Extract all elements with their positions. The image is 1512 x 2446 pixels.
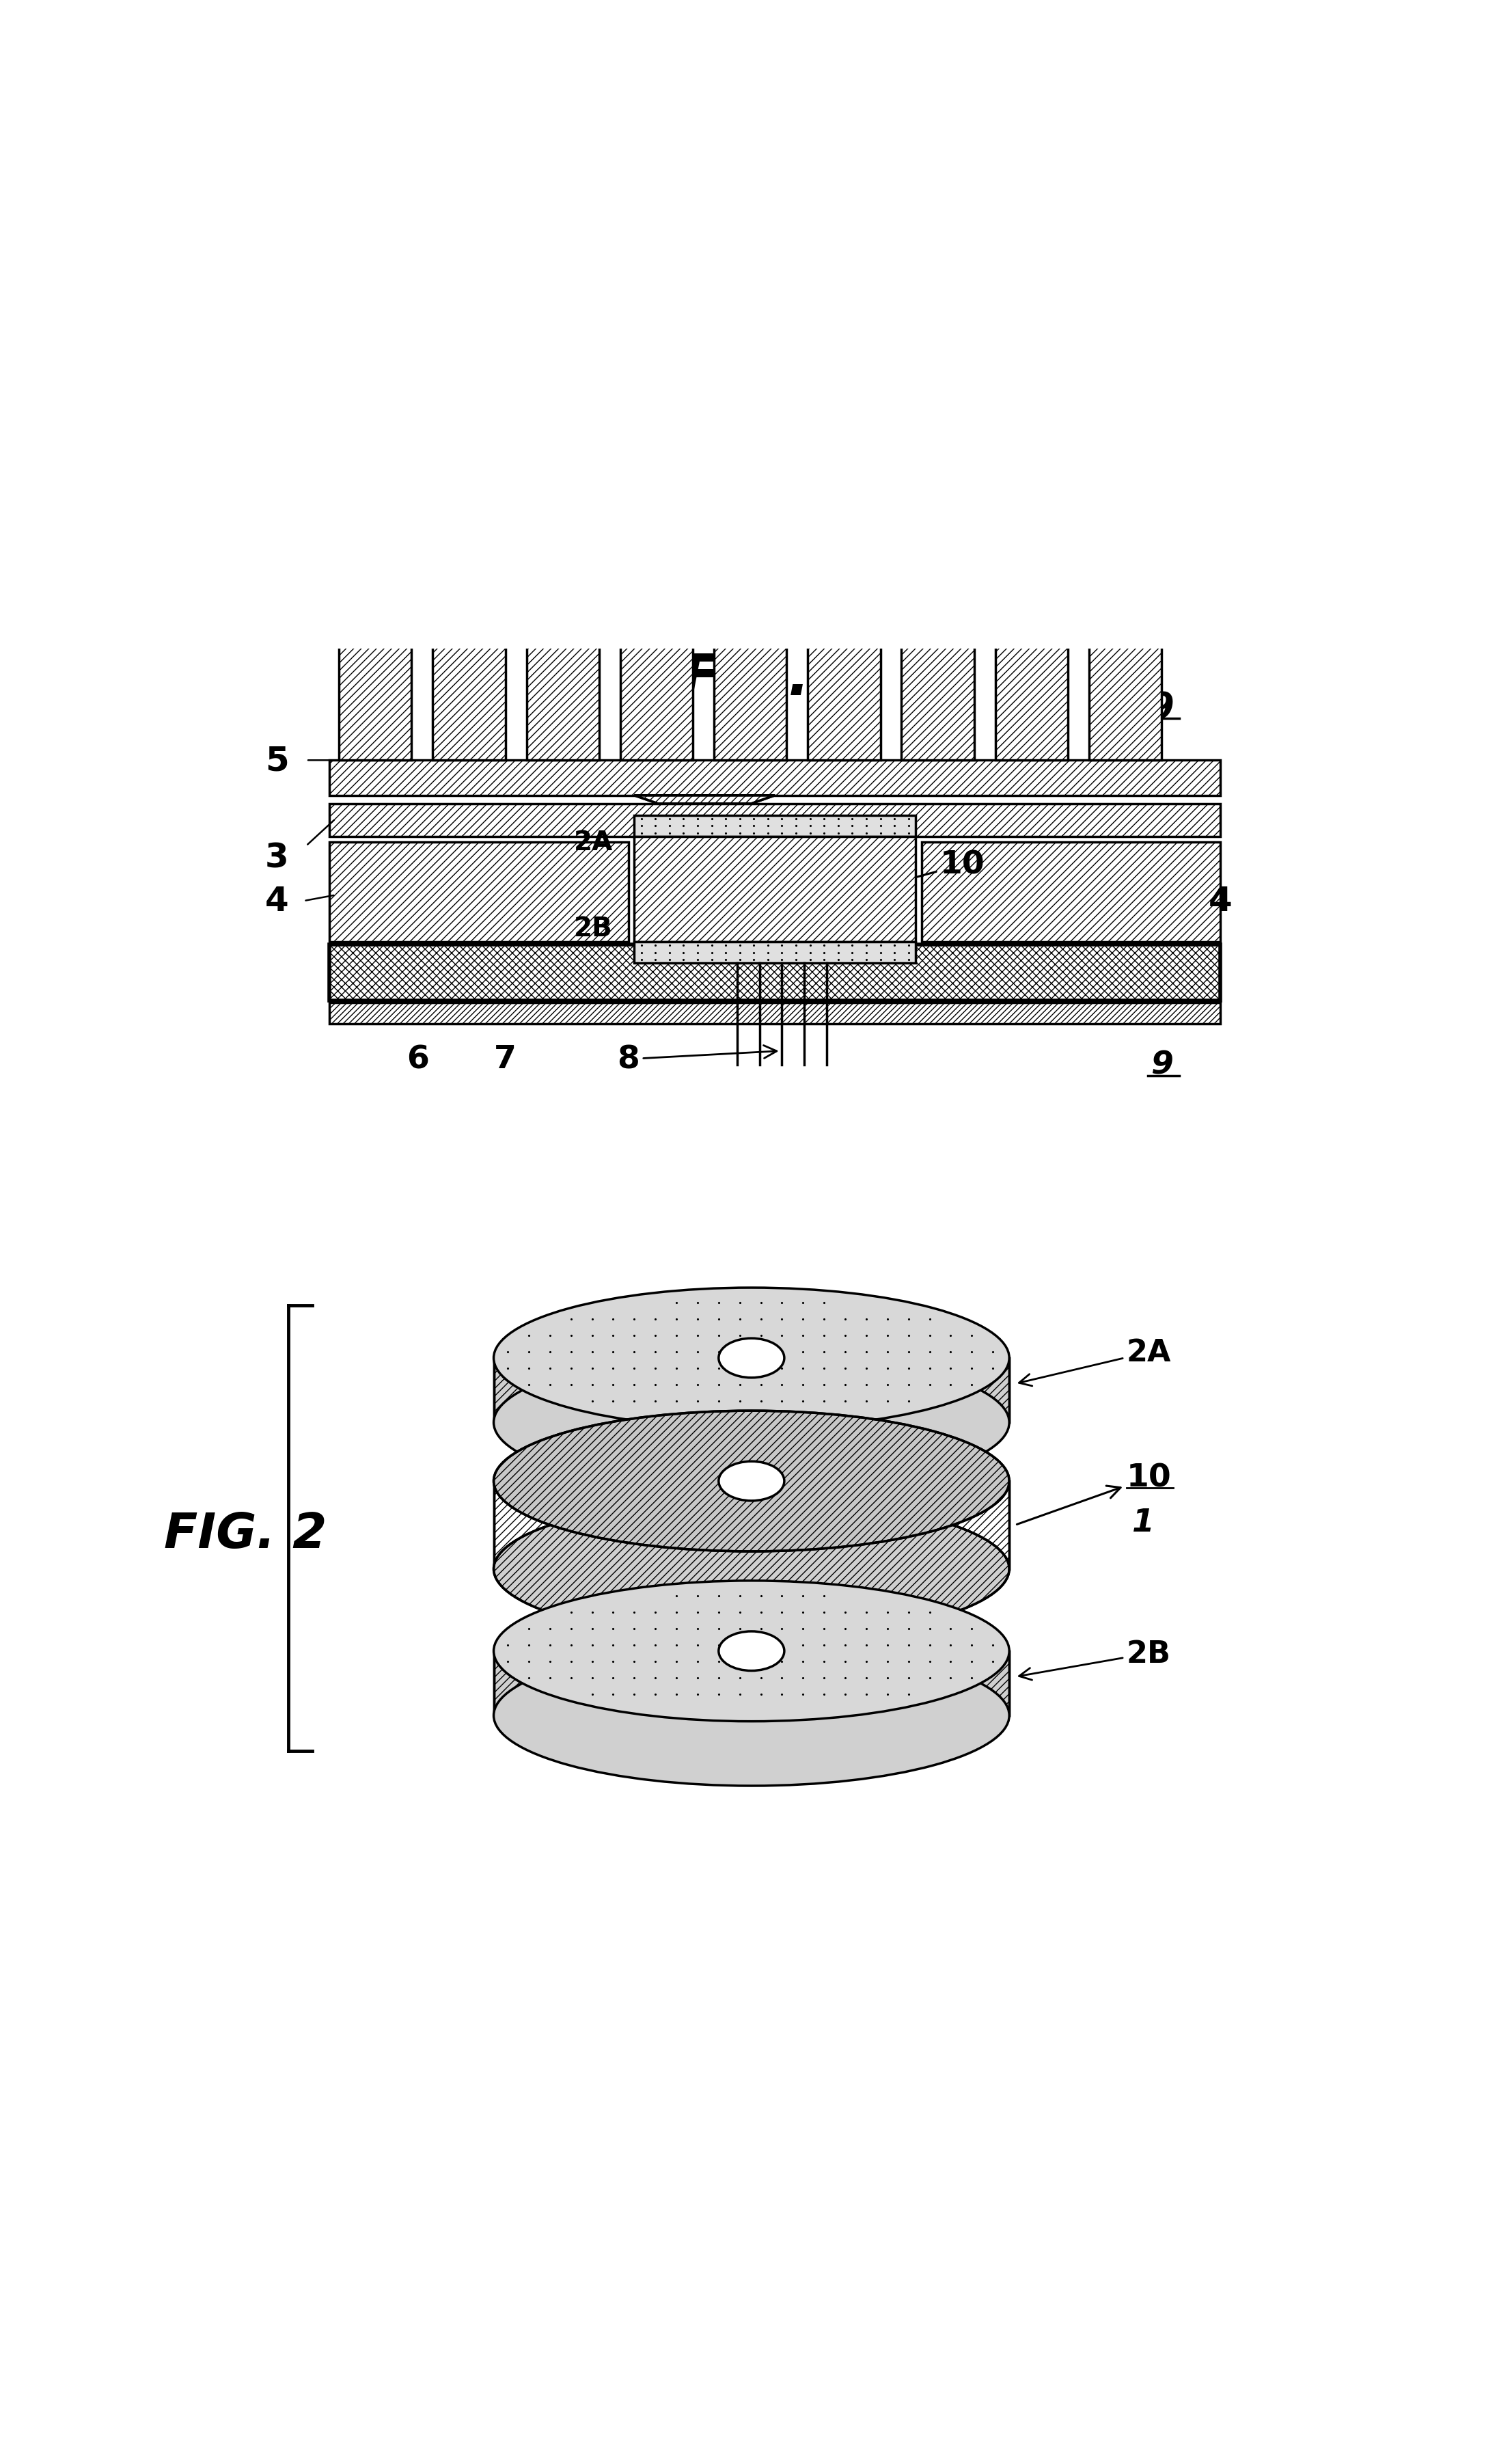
Text: 4: 4 (1208, 885, 1232, 917)
Text: 10: 10 (1018, 1463, 1172, 1524)
Bar (635, 815, 916, 837)
Text: FIG. 1: FIG. 1 (680, 651, 869, 707)
Bar (620, 631, 692, 761)
Bar (330, 761, 1220, 795)
Bar (330, 844, 629, 942)
Bar (330, 805, 1220, 837)
Bar (714, 631, 786, 761)
Ellipse shape (493, 1411, 1010, 1551)
Bar (330, 1003, 1220, 1025)
Ellipse shape (718, 1463, 785, 1502)
Text: 9: 9 (1149, 690, 1175, 726)
Text: 2A: 2A (573, 829, 612, 856)
Text: 7: 7 (494, 1044, 517, 1074)
Bar (526, 631, 599, 761)
Bar (635, 837, 916, 942)
Polygon shape (493, 1651, 1010, 1715)
Bar (330, 944, 1220, 1000)
Ellipse shape (493, 1353, 1010, 1492)
Text: 9: 9 (1151, 1049, 1173, 1081)
Text: 1: 1 (1132, 1507, 1155, 1539)
Text: 2B: 2B (575, 915, 612, 942)
Text: 6: 6 (407, 1044, 429, 1074)
Ellipse shape (493, 1580, 1010, 1722)
Bar (921, 844, 1220, 942)
Polygon shape (493, 1482, 1010, 1570)
Text: 8: 8 (617, 1044, 777, 1074)
Bar (339, 631, 411, 761)
Bar (1089, 631, 1161, 761)
Ellipse shape (493, 1289, 1010, 1428)
Text: FIG. 2: FIG. 2 (163, 1512, 327, 1558)
Text: 5: 5 (265, 744, 289, 778)
Text: 2B: 2B (1019, 1639, 1170, 1680)
Ellipse shape (493, 1499, 1010, 1639)
Bar (901, 631, 974, 761)
Text: 1: 1 (683, 871, 703, 900)
Ellipse shape (718, 1631, 785, 1671)
Text: 3: 3 (265, 841, 289, 873)
Ellipse shape (493, 1646, 1010, 1786)
Polygon shape (635, 795, 774, 805)
Bar (635, 942, 916, 964)
Bar (432, 631, 505, 761)
Text: 10: 10 (856, 849, 984, 898)
Text: 4: 4 (265, 885, 289, 917)
Ellipse shape (718, 1338, 785, 1377)
Polygon shape (493, 1358, 1010, 1424)
Text: 2A: 2A (1019, 1338, 1172, 1387)
Bar (807, 631, 880, 761)
Bar (995, 631, 1067, 761)
